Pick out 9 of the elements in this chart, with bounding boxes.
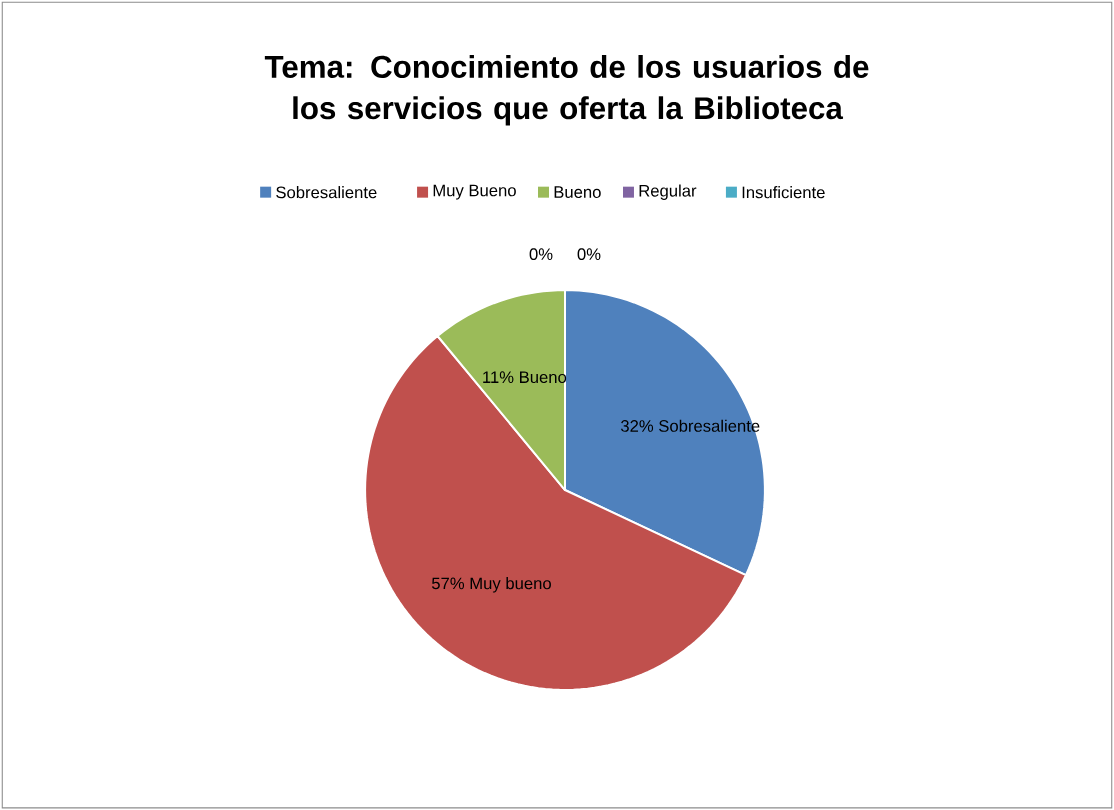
data-label: 57% Muy bueno [431, 576, 551, 593]
legend-label: Muy Bueno [433, 184, 516, 200]
text: 0% [529, 248, 553, 260]
legend-label: Sobresaliente [276, 185, 377, 199]
legend-label: Bueno [554, 186, 601, 198]
legend-label: Regular [639, 184, 697, 200]
chart-title: Tema: Conocimiento de los usuarios de los servicios que oferta la Biblioteca [264, 54, 869, 126]
text: 0% [577, 248, 601, 260]
legend-label: Insuficiente [742, 185, 825, 199]
